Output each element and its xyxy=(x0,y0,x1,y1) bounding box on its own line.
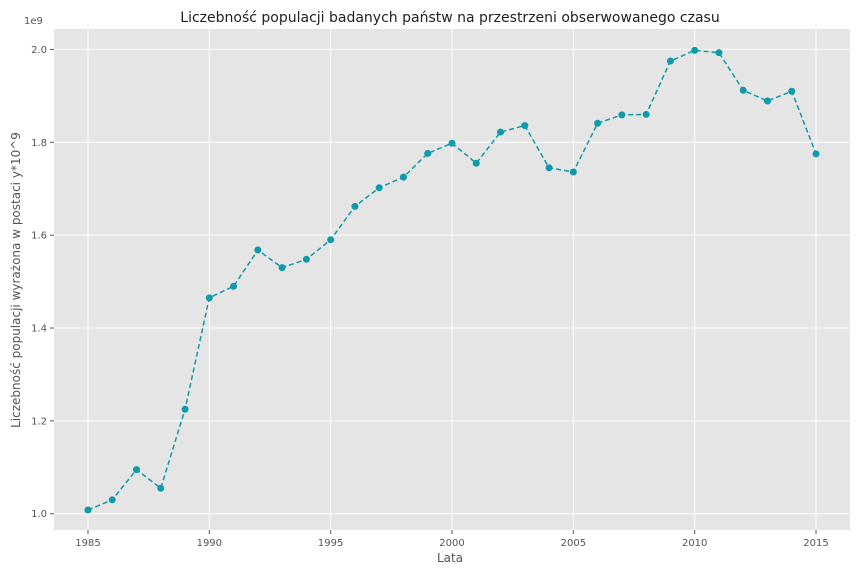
data-point xyxy=(278,264,286,272)
chart-title: Liczebność populacji badanych państw na … xyxy=(180,10,719,26)
y-tick-label: 1.4 xyxy=(31,324,47,335)
y-tick-label: 1.0 xyxy=(31,509,47,520)
data-point xyxy=(84,506,92,514)
data-point xyxy=(133,466,141,474)
x-tick-label: 1990 xyxy=(197,538,222,549)
data-point xyxy=(230,282,238,290)
x-tick-label: 2000 xyxy=(439,538,464,549)
data-point xyxy=(108,496,116,504)
y-tick-label: 1.8 xyxy=(31,138,47,149)
y-tick-label: 2.0 xyxy=(31,45,47,56)
y-offset-label: 1e9 xyxy=(24,16,43,27)
data-point xyxy=(763,97,771,105)
series-layer xyxy=(84,46,820,514)
x-axis-label: Lata xyxy=(437,551,463,565)
x-tick-label: 1985 xyxy=(75,538,100,549)
y-ticks: 1.0 1.2 1.4 1.6 1.8 2.0 xyxy=(31,45,54,520)
data-point xyxy=(715,49,723,57)
data-point xyxy=(157,484,165,492)
y-tick-label: 1.2 xyxy=(31,416,47,427)
data-point xyxy=(399,173,407,181)
x-tick-label: 2005 xyxy=(561,538,586,549)
data-point xyxy=(594,119,602,127)
data-point xyxy=(691,46,699,54)
x-ticks: 1985 1990 1995 2000 2005 2010 2015 xyxy=(75,530,829,549)
data-point xyxy=(569,168,577,176)
data-point xyxy=(205,294,213,302)
y-tick-label: 1.6 xyxy=(31,231,47,242)
data-point xyxy=(618,111,626,119)
data-point xyxy=(545,164,553,172)
data-point xyxy=(351,202,359,210)
data-point xyxy=(666,57,674,65)
data-point xyxy=(642,110,650,118)
data-point xyxy=(254,246,262,254)
data-point xyxy=(788,87,796,95)
data-point xyxy=(327,236,335,244)
data-point xyxy=(739,86,747,94)
y-axis-label: Liczebność populacji wyrażona w postaci … xyxy=(9,132,23,428)
x-tick-label: 1995 xyxy=(318,538,343,549)
data-point xyxy=(181,405,189,413)
data-point xyxy=(375,184,383,192)
grid xyxy=(54,29,850,530)
x-tick-label: 2010 xyxy=(682,538,707,549)
data-point xyxy=(497,128,505,136)
data-point xyxy=(448,139,456,147)
data-point xyxy=(812,150,820,158)
data-point xyxy=(302,255,310,263)
data-point xyxy=(424,149,432,157)
data-point xyxy=(521,122,529,130)
x-tick-label: 2015 xyxy=(803,538,828,549)
data-point xyxy=(472,159,480,167)
